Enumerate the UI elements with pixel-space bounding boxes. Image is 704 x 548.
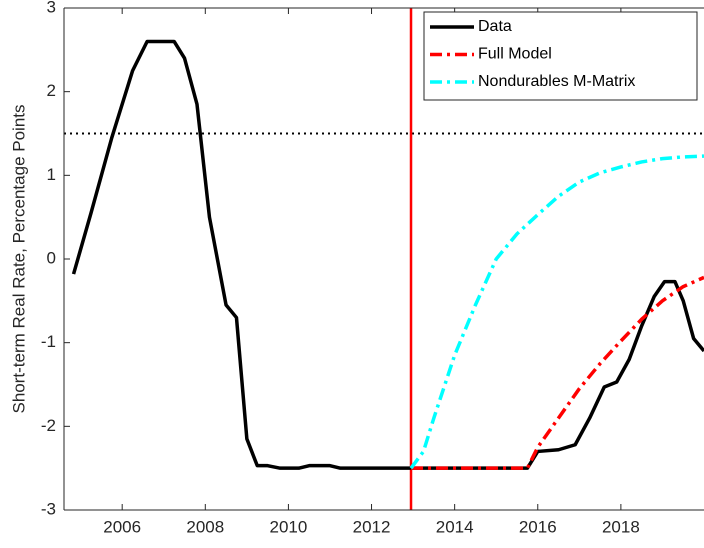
x-tick-label: 2012 [353,517,391,536]
legend: Data Full Model Nondurables M-Matrix [423,11,698,101]
y-tick-label: 3 [47,0,56,16]
y-tick-label: 0 [47,248,56,267]
y-tick-label: 2 [47,81,56,100]
series-line [71,39,704,470]
legend-label: Nondurables M-Matrix [478,73,635,90]
x-tick-label: 2016 [519,517,557,536]
y-tick-label: 1 [47,165,56,184]
legend-label: Data [478,18,512,35]
y-tick-label: -2 [41,416,56,435]
series-line [411,275,704,470]
y-tick-label: -1 [41,332,56,351]
legend-label: Full Model [478,46,552,63]
x-tick-label: 2010 [270,517,308,536]
x-tick-label: 2008 [186,517,224,536]
series-line [409,154,704,470]
plot-area [64,8,704,510]
x-tick-label: 2018 [602,517,640,536]
y-axis-label: Short-term Real Rate, Percentage Points [9,105,28,414]
x-tick-label: 2006 [103,517,141,536]
y-tick-label: -3 [41,499,56,518]
x-tick-label: 2014 [436,517,474,536]
